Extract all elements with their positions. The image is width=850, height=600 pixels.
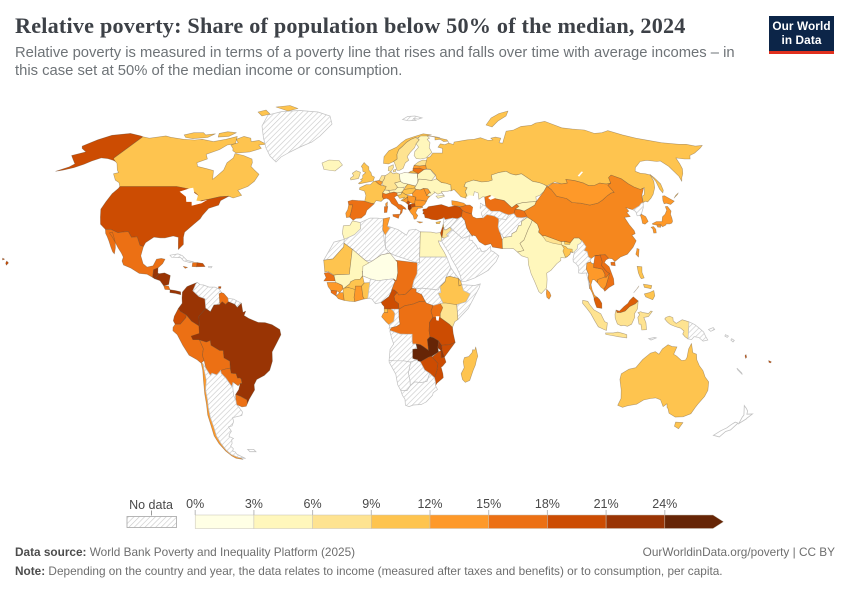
svg-text:24%: 24% [652,497,677,511]
svg-text:15%: 15% [476,497,501,511]
svg-text:21%: 21% [594,497,619,511]
svg-text:9%: 9% [362,497,380,511]
svg-text:18%: 18% [535,497,560,511]
svg-text:0%: 0% [186,497,204,511]
svg-text:No data: No data [129,498,173,512]
svg-text:3%: 3% [245,497,263,511]
svg-text:12%: 12% [417,497,442,511]
svg-text:6%: 6% [304,497,322,511]
